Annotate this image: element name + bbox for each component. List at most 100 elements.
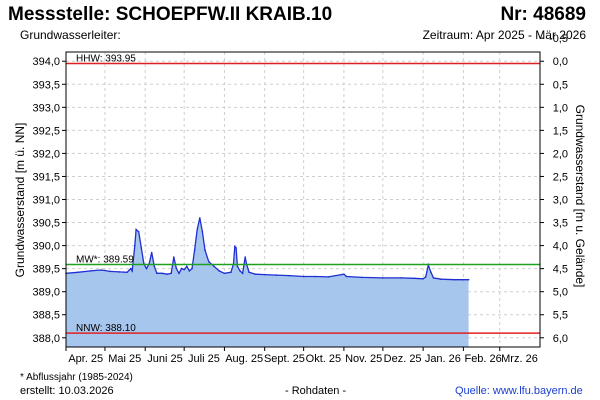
y-tick-label: 393,5	[32, 79, 60, 91]
data-point	[453, 278, 456, 281]
y-tick-label: 388,5	[32, 310, 60, 322]
data-point	[193, 249, 196, 251]
raw-data-label: - Rohdaten -	[285, 385, 347, 397]
data-point	[145, 267, 148, 270]
data-point	[223, 272, 226, 275]
y-right-tick-label: 4,5	[553, 264, 568, 276]
data-point	[234, 245, 236, 248]
y-axis-label-right: Grundwasserstand [m u. Gelände]	[573, 105, 587, 288]
y-right-tick-label: 2,0	[553, 148, 568, 160]
y-tick-label: 388,0	[32, 333, 60, 345]
x-tick-label: Jan. 26	[425, 353, 461, 365]
y-tick-label: 392,5	[32, 125, 60, 137]
y-tick-label: 391,0	[32, 195, 60, 207]
data-point	[239, 270, 241, 272]
footnote: * Abflussjahr (1985-2024)	[20, 372, 133, 383]
data-point	[430, 271, 432, 274]
data-point	[462, 278, 465, 281]
data-point	[161, 272, 163, 275]
data-point	[361, 276, 363, 279]
y-tick-label: 393,0	[32, 102, 60, 114]
x-tick-label: Aug. 25	[225, 353, 263, 365]
data-point	[153, 265, 156, 268]
data-point	[413, 277, 415, 280]
data-point	[89, 270, 92, 272]
data-point	[109, 270, 111, 273]
data-point	[137, 231, 140, 233]
data-point	[196, 228, 198, 231]
data-point	[76, 271, 79, 274]
x-tick-label: Sept. 25	[264, 353, 305, 365]
data-point	[156, 272, 158, 275]
data-point	[288, 274, 291, 277]
aquifer-label: Grundwasserleiter:	[20, 28, 121, 42]
data-point	[235, 247, 237, 249]
data-point	[208, 260, 210, 263]
data-point	[218, 270, 220, 272]
data-point	[118, 271, 120, 273]
data-point	[275, 274, 278, 276]
x-tick-label: Nov. 25	[345, 353, 382, 365]
data-point	[135, 228, 137, 231]
data-point	[327, 276, 330, 278]
data-point	[191, 267, 193, 270]
y-right-tick-label: 3,0	[553, 195, 568, 207]
series-line	[65, 217, 469, 281]
data-point	[254, 273, 257, 276]
y-tick-label: 389,0	[32, 287, 60, 299]
x-tick-label: Mrz. 26	[501, 353, 538, 365]
data-point	[248, 271, 250, 274]
data-point	[130, 267, 132, 270]
data-point	[140, 247, 143, 249]
data-point	[302, 275, 305, 278]
x-tick-label: Feb. 26	[464, 353, 501, 365]
data-point	[126, 271, 128, 274]
data-point	[422, 278, 424, 280]
grid	[65, 52, 540, 347]
data-point	[180, 267, 183, 270]
y-tick-label: 390,5	[32, 218, 60, 230]
data-point	[170, 272, 172, 275]
data-point	[241, 272, 244, 275]
y-tick-label: 389,5	[32, 264, 60, 276]
area-fill	[66, 217, 469, 347]
y-tick-label: 394,0	[32, 56, 60, 68]
data-point	[343, 273, 345, 276]
data-point	[134, 244, 136, 247]
y-right-tick-label: 5,0	[553, 287, 568, 299]
y-tick-label: 392,0	[32, 148, 60, 160]
x-tick-label: Apr. 25	[68, 353, 103, 365]
data-point	[150, 251, 153, 254]
y-tick-label: 391,5	[32, 171, 60, 183]
y-right-tick-label: 5,5	[553, 310, 568, 322]
data-point	[173, 256, 175, 258]
data-point	[178, 272, 180, 275]
data-point	[236, 265, 239, 268]
ref-label-nnw: NNW: 388.10	[76, 323, 136, 334]
data-point	[424, 276, 427, 278]
source-link[interactable]: Quelle: www.lfu.bayern.de	[455, 385, 583, 397]
data-point	[175, 267, 178, 270]
station-number: Nr: 48689	[500, 4, 586, 25]
y-right-tick-label: 2,5	[553, 171, 568, 183]
y-right-tick-label: 1,5	[553, 125, 568, 137]
x-tick-label: Juni 25	[147, 353, 182, 365]
data-point	[204, 249, 206, 251]
data-point	[201, 231, 204, 233]
reference-lines: HHW: 393.95 MW*: 389.59 NNW: 388.10	[66, 54, 540, 334]
y-right-tick-label: 6,0	[553, 333, 568, 345]
data-point	[345, 275, 348, 278]
x-tick-label: Okt. 25	[306, 353, 341, 365]
ref-label-mw: MW*: 389.59	[76, 254, 134, 265]
data-point	[199, 217, 201, 219]
y-right-tick-label: 0,5	[553, 79, 568, 91]
ref-label-hhw: HHW: 393.95	[76, 54, 136, 65]
data-point	[183, 268, 185, 271]
y-right-tick-label: -0,5	[549, 33, 568, 45]
data-point	[432, 277, 435, 279]
data-point	[188, 270, 191, 272]
data-point	[467, 278, 470, 281]
data-point	[263, 273, 266, 276]
y-axis-label-left: Grundwasserstand [m ü. NN]	[13, 123, 27, 278]
